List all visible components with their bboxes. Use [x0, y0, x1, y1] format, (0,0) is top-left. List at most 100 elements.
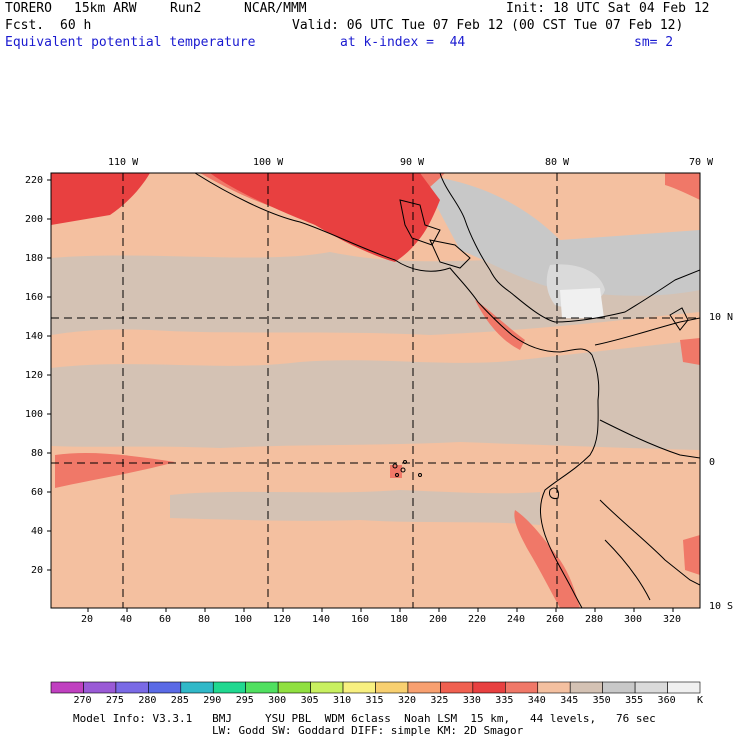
- field-red-region: [665, 173, 700, 200]
- x-tick: 100: [234, 614, 253, 625]
- colorbar-level-label: 305: [300, 695, 319, 706]
- lat-label-10s: 10 S: [709, 601, 734, 612]
- colorbar-swatch: [83, 681, 117, 694]
- field-red-region: [680, 338, 700, 365]
- colorbar-level-label: 325: [430, 695, 449, 706]
- field-red-region: [51, 173, 445, 255]
- y-tick: 220: [25, 175, 44, 186]
- y-tick: 160: [25, 292, 44, 303]
- colorbar-swatch: [180, 681, 214, 694]
- lon-label-100w: 100 W: [253, 157, 284, 168]
- colorbar-level-label: 335: [495, 695, 514, 706]
- x-tick: 140: [312, 614, 331, 625]
- colorbar-swatch: [504, 681, 539, 694]
- colorbar-swatch: [440, 681, 474, 694]
- coastline: [194, 173, 700, 608]
- colorbar-swatch: [602, 681, 636, 694]
- y-tick: 40: [31, 526, 44, 537]
- organization: NCAR/MMM: [244, 1, 307, 16]
- run-label: Run2: [170, 1, 202, 16]
- x-tick: 240: [507, 614, 526, 625]
- smoothing-info: sm= 2: [634, 35, 674, 50]
- x-tick: 300: [624, 614, 643, 625]
- colorbar-swatch: [569, 681, 603, 694]
- level-info: at k-index = 44: [340, 35, 466, 50]
- colorbar-swatch: [342, 681, 376, 694]
- colorbar-swatch: [115, 681, 149, 694]
- colorbar-level-label: 345: [560, 695, 579, 706]
- field-base: [51, 173, 700, 608]
- field-band-gray: [51, 340, 700, 450]
- x-tick: 260: [546, 614, 565, 625]
- y-tick: 80: [31, 448, 44, 459]
- lon-label-70w: 70 W: [689, 157, 714, 168]
- colorbar-swatch: [50, 681, 84, 694]
- x-tick: 80: [198, 614, 211, 625]
- colorbar-level-label: 320: [397, 695, 416, 706]
- x-tick: 60: [159, 614, 172, 625]
- colorbar-level-label: 315: [365, 695, 384, 706]
- colorbar-swatch: [277, 681, 311, 694]
- colorbar-level-label: 350: [592, 695, 611, 706]
- x-tick: 40: [120, 614, 133, 625]
- field-band-gray: [420, 175, 700, 296]
- y-tick: 180: [25, 253, 44, 264]
- colorbar-swatch: [148, 681, 182, 694]
- field-band-gray: [51, 250, 700, 335]
- forecast-label: Fcst.: [5, 18, 45, 33]
- colorbar-swatch: [375, 681, 409, 694]
- x-tick: 320: [663, 614, 682, 625]
- colorbar-swatch: [472, 681, 506, 694]
- axis-ticks: [47, 179, 674, 612]
- model-resolution: 15km ARW: [74, 1, 137, 16]
- colorbar-swatch: [407, 681, 441, 694]
- colorbar-level-label: 310: [333, 695, 352, 706]
- colorbar-swatch: [310, 681, 344, 694]
- x-tick: 160: [351, 614, 370, 625]
- y-tick: 140: [25, 331, 44, 342]
- lon-label-90w: 90 W: [400, 157, 425, 168]
- field-name: Equivalent potential temperature: [5, 35, 256, 50]
- x-tick: 180: [390, 614, 409, 625]
- field-red-region: [55, 452, 175, 488]
- lon-label-110w: 110 W: [108, 157, 139, 168]
- colorbar-level-label: 295: [235, 695, 254, 706]
- colorbar-level-label: 285: [170, 695, 189, 706]
- field-red-region: [51, 173, 150, 225]
- colorbar-level-label: 330: [462, 695, 481, 706]
- colorbar-level-label: 340: [527, 695, 546, 706]
- y-tick: 20: [31, 565, 44, 576]
- field-band-light: [546, 264, 605, 308]
- colorbar-unit: K: [697, 695, 704, 706]
- physics-info: LW: Godd SW: Goddard DIFF: simple KM: 2D…: [212, 724, 524, 737]
- colorbar-swatch: [667, 681, 701, 694]
- y-tick: 120: [25, 370, 44, 381]
- x-tick: 120: [273, 614, 292, 625]
- x-tick: 220: [468, 614, 487, 625]
- model-name: TORERO: [5, 1, 52, 16]
- forecast-hour: 60 h: [60, 18, 92, 33]
- field-band-gray: [170, 490, 540, 525]
- colorbar-swatch: [537, 681, 571, 694]
- field-red-region: [683, 535, 700, 575]
- colorbar-level-label: 275: [105, 695, 124, 706]
- field-red-region: [390, 465, 402, 478]
- valid-time: Valid: 06 UTC Tue 07 Feb 12 (00 CST Tue …: [292, 18, 684, 33]
- field-band-whitish: [560, 288, 604, 318]
- colorbar-level-label: 355: [625, 695, 644, 706]
- y-tick: 60: [31, 487, 44, 498]
- lon-label-80w: 80 W: [545, 157, 570, 168]
- colorbar-swatch: [245, 681, 279, 694]
- colorbar-swatch: [212, 681, 247, 694]
- y-tick: 100: [25, 409, 44, 420]
- colorbar-swatch: [634, 681, 668, 694]
- field-red-region: [210, 173, 440, 262]
- colorbar-level-label: 290: [203, 695, 222, 706]
- x-tick: 280: [585, 614, 604, 625]
- model-info: Model Info: V3.3.1 BMJ YSU PBL WDM 6clas…: [73, 712, 656, 725]
- latlon-grid: [51, 173, 700, 608]
- field-red-region: [514, 510, 580, 608]
- field-red-region: [475, 300, 525, 350]
